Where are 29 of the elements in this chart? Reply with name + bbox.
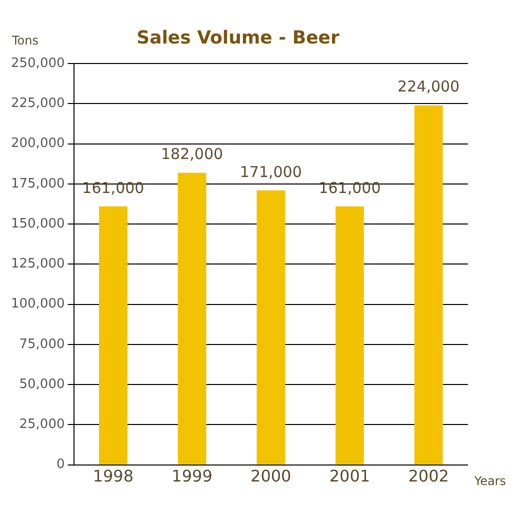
- x-axis-title: Years: [473, 474, 506, 488]
- data-label: 182,000: [161, 145, 224, 164]
- bar: [98, 206, 128, 464]
- y-tick-label: 175,000: [10, 176, 65, 192]
- data-label: 161,000: [318, 178, 381, 197]
- y-tick-label: 100,000: [10, 296, 65, 312]
- y-tick-label: 200,000: [10, 136, 65, 152]
- y-tick-label: 250,000: [10, 56, 65, 71]
- x-tick-label: 1998: [92, 466, 134, 486]
- y-tick-label: 25,000: [19, 417, 65, 432]
- x-tick-label: 2001: [329, 466, 370, 486]
- y-axis-title: Tons: [11, 34, 38, 48]
- y-tick-label: 75,000: [19, 336, 65, 352]
- bar: [336, 206, 364, 464]
- x-tick-label: 2002: [408, 466, 449, 486]
- y-tick-label: 0: [56, 457, 65, 472]
- data-label: 161,000: [82, 178, 144, 197]
- bar: [256, 190, 286, 464]
- x-tick-label: 2000: [250, 466, 292, 486]
- y-tick-label: 125,000: [10, 256, 65, 272]
- data-label: 171,000: [240, 162, 302, 181]
- chart-title: Sales Volume - Beer: [136, 27, 340, 48]
- y-tick-label: 150,000: [10, 216, 65, 232]
- x-tick-label: 1999: [172, 466, 212, 486]
- data-label: 224,000: [398, 78, 460, 96]
- y-tick-label: 225,000: [10, 96, 65, 112]
- y-tick-label: 50,000: [19, 376, 65, 392]
- bar: [178, 172, 206, 464]
- bar: [414, 105, 443, 464]
